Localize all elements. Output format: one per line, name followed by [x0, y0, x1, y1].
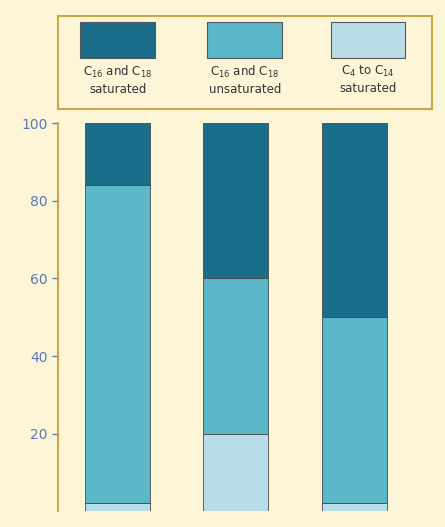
Text: C$_{16}$ and C$_{18}$
saturated: C$_{16}$ and C$_{18}$ saturated: [83, 64, 152, 96]
Text: C$_{16}$ and C$_{18}$
unsaturated: C$_{16}$ and C$_{18}$ unsaturated: [209, 64, 281, 96]
Text: C$_{4}$ to C$_{14}$
saturated: C$_{4}$ to C$_{14}$ saturated: [340, 64, 397, 95]
Bar: [85, 503, 150, 511]
Bar: [80, 22, 155, 57]
Bar: [207, 22, 282, 57]
Bar: [322, 317, 387, 503]
Bar: [203, 278, 268, 434]
Bar: [331, 22, 405, 57]
Bar: [203, 434, 268, 511]
Bar: [322, 123, 387, 317]
Bar: [203, 123, 268, 278]
Bar: [322, 503, 387, 511]
Bar: [85, 123, 150, 186]
Bar: [85, 186, 150, 503]
